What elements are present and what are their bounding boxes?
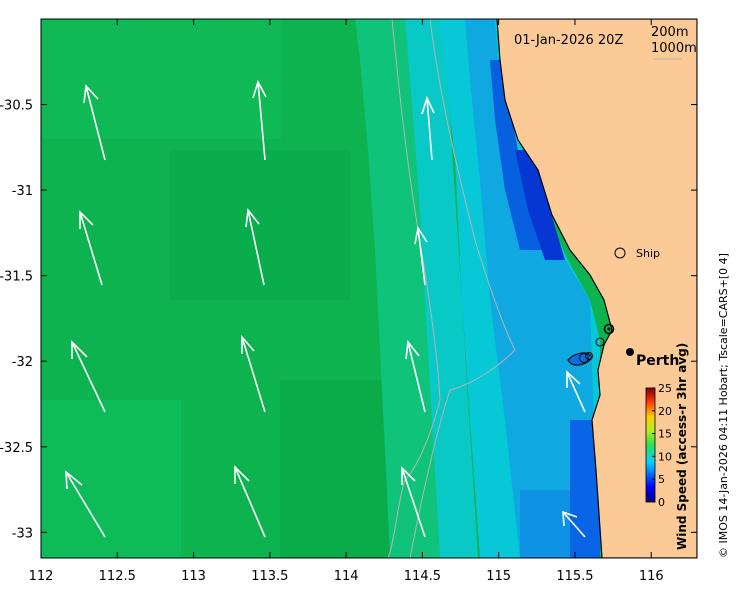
colorbar-label: Wind Speed (access-r 3hr avg) <box>675 343 689 550</box>
timestamp-label: 01-Jan-2026 20Z <box>514 33 623 48</box>
calm-wind-patch <box>515 150 565 260</box>
wind-cell <box>520 490 570 558</box>
colorbar-tick-label: 25 <box>658 382 672 395</box>
wind-arrow <box>426 97 433 161</box>
nearshore-wind-field <box>465 19 598 558</box>
x-tick-label: 113 <box>181 569 206 584</box>
isobath-legend-1000m: 1000m <box>651 41 697 56</box>
wind-arrow-head <box>421 95 435 115</box>
plot-frame <box>40 18 698 559</box>
wind-arrow-head <box>405 339 420 360</box>
colorbar-tick-label: 20 <box>658 405 672 418</box>
y-tick-label: -32.5 <box>0 441 33 456</box>
y-tick-label: -31.5 <box>0 270 33 285</box>
y-tick-label: -33 <box>12 526 33 541</box>
wind-arrow-head <box>414 225 428 245</box>
coastal-station-dot <box>607 327 611 331</box>
wind-arrow <box>562 511 586 538</box>
x-tick-label: 114 <box>334 569 359 584</box>
wind-arrows <box>65 79 586 538</box>
wind-arrow <box>79 211 103 286</box>
x-tick-label: 115 <box>486 569 511 584</box>
mooring-marker[interactable] <box>579 353 589 363</box>
coastal-station-marker[interactable] <box>603 323 615 335</box>
x-tick-label: 115.5 <box>556 569 593 584</box>
mooring-marker[interactable] <box>585 352 593 360</box>
x-axis: 112 112.5 113 113.5 114 114.5 115 115.5 116 <box>29 19 664 584</box>
colorbar <box>645 387 656 503</box>
wind-arrow-head <box>401 466 416 485</box>
colorbar-tick-label: 10 <box>658 450 672 463</box>
wind-transition-band <box>405 19 478 558</box>
x-tick-label: 112 <box>29 569 54 584</box>
ship-marker[interactable] <box>614 247 626 259</box>
wind-arrow-head <box>83 84 99 104</box>
wind-arrow-head <box>562 510 578 527</box>
wind-arrow <box>71 341 106 413</box>
wind-arrow <box>566 371 586 413</box>
y-tick-label: -32 <box>12 355 33 370</box>
y-tick-label: -31 <box>12 184 33 199</box>
isobath-200m <box>409 19 516 558</box>
y-tick-label: -30.5 <box>0 99 33 114</box>
wind-cell <box>41 400 181 558</box>
isobath-legend-200m: 200m <box>651 25 688 40</box>
wind-arrow-head <box>245 207 260 228</box>
wind-arrow <box>417 227 426 286</box>
isobath-1000m <box>387 19 441 558</box>
x-tick-label: 114.5 <box>404 569 441 584</box>
wind-arrow-head <box>252 79 267 99</box>
wind-cell <box>170 150 350 300</box>
colorbar-tick-label: 15 <box>658 428 672 441</box>
wind-arrow <box>85 85 106 161</box>
perth-marker[interactable] <box>626 348 634 356</box>
wind-arrow <box>241 336 266 413</box>
wind-arrow <box>401 467 426 538</box>
wind-arrow <box>234 466 266 538</box>
x-tick-label: 116 <box>639 569 664 584</box>
colorbar-ticks: 25 20 15 10 5 0 <box>652 382 672 509</box>
wind-arrow-head <box>234 465 250 484</box>
x-tick-label: 112.5 <box>99 569 136 584</box>
perth-label: Perth <box>636 353 679 369</box>
y-axis: -30.5 -31 -31.5 -32 -32.5 -33 <box>0 99 697 541</box>
colorbar-tick-label: 0 <box>658 496 665 509</box>
wind-cell <box>280 380 400 558</box>
x-tick-label: 113.5 <box>251 569 288 584</box>
wind-arrow <box>407 341 426 413</box>
mooring-marker[interactable] <box>595 337 605 347</box>
wind-arrow-head <box>71 340 88 359</box>
wind-arrow-head <box>79 210 94 229</box>
wind-arrow-head <box>65 470 83 490</box>
wind-arrow-head <box>241 334 255 354</box>
credit-text: © IMOS 14-Jan-2026 04:11 Hobart; Tscale=… <box>717 253 730 558</box>
wind-cell <box>41 19 281 139</box>
wind-arrow <box>257 81 266 161</box>
colorbar-tick-label: 5 <box>658 473 665 486</box>
wind-arrow-head <box>566 370 581 388</box>
wind-arrow <box>65 471 106 538</box>
wind-arrow <box>247 209 265 286</box>
ship-label: Ship <box>636 247 660 260</box>
